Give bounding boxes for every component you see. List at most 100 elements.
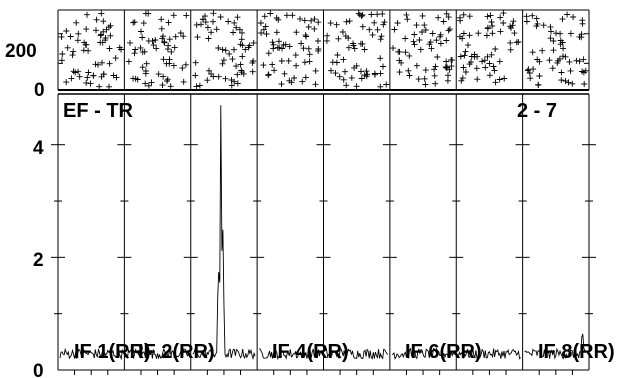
phase-point [285, 57, 292, 64]
baseline-label: EF - TR [63, 100, 134, 122]
phase-point [404, 16, 411, 23]
amp-trace [259, 347, 322, 361]
phase-point [440, 18, 447, 25]
phase-point [239, 29, 245, 36]
phase-point [215, 45, 222, 51]
phase-point [422, 67, 429, 74]
phase-point [100, 18, 107, 25]
phase-point [481, 57, 488, 64]
phase-point [482, 64, 489, 71]
phase-point [192, 72, 199, 79]
phase-point [377, 55, 384, 62]
phase-point [371, 19, 378, 26]
phase-point [84, 74, 91, 81]
phase-point [231, 46, 237, 53]
phase-point [422, 27, 429, 33]
phase-point [145, 10, 152, 17]
phase-point [536, 73, 543, 79]
phase-point [429, 30, 436, 37]
phase-point [139, 34, 146, 41]
phase-point [381, 19, 388, 26]
phase-point [581, 81, 588, 87]
phase-point [234, 80, 241, 87]
phase-point [306, 58, 313, 65]
phase-point [579, 17, 586, 24]
phase-point [228, 82, 235, 89]
phase-point [239, 53, 246, 60]
phase-point [170, 62, 177, 69]
phase-point [569, 80, 576, 87]
phase-point [168, 48, 175, 55]
phase-point [265, 71, 272, 78]
phase-point [118, 46, 125, 53]
phase-point [391, 26, 398, 33]
phase-point [413, 62, 420, 69]
phase-point [525, 66, 532, 73]
phase-point [422, 81, 429, 88]
phase-point [234, 71, 241, 78]
phase-point [406, 72, 413, 79]
phase-point [142, 68, 149, 74]
phase-point [383, 81, 390, 88]
phase-point [238, 36, 245, 43]
phase-point [125, 58, 132, 65]
phase-point [465, 42, 471, 49]
phase-point [510, 18, 517, 25]
phase-point [225, 18, 232, 25]
phase-point [164, 76, 171, 83]
phase-point [535, 82, 542, 88]
phase-point [557, 37, 564, 44]
phase-point [220, 57, 227, 64]
phase-tick-0: 0 [34, 80, 45, 101]
phase-point [257, 20, 264, 26]
amp-tick-2: 2 [33, 250, 44, 271]
phase-point [445, 27, 452, 34]
phase-point [180, 33, 187, 40]
phase-point [539, 47, 546, 54]
phase-point [293, 29, 300, 36]
phase-point [547, 23, 554, 30]
phase-point [131, 19, 138, 26]
phase-point [557, 30, 564, 37]
phase-point [219, 46, 226, 53]
phase-point [250, 39, 257, 46]
phase-point [192, 59, 199, 66]
phase-point [492, 46, 499, 52]
phase-point [226, 50, 233, 57]
phase-point [303, 33, 310, 40]
phase-point [446, 26, 453, 33]
phase-point [489, 30, 496, 37]
phase-point [396, 69, 403, 76]
phase-point [106, 83, 112, 90]
phase-point [250, 58, 257, 64]
phase-point [323, 37, 330, 44]
phase-point [301, 59, 308, 66]
phase-point [206, 67, 212, 74]
phase-point [302, 74, 309, 81]
phase-point [67, 33, 74, 40]
phase-point [270, 41, 277, 48]
phase-point [580, 69, 587, 76]
phase-point [567, 67, 574, 74]
phase-point [204, 77, 211, 84]
phase-point [380, 63, 386, 70]
phase-point [74, 37, 81, 44]
phase-point [497, 14, 504, 21]
phase-point [484, 13, 491, 20]
phase-point [172, 33, 179, 40]
phase-point [90, 72, 97, 79]
phase-point [342, 68, 348, 75]
phase-point [466, 13, 473, 20]
phase-point [231, 78, 238, 85]
phase-point [93, 16, 100, 23]
phase-point [82, 41, 89, 48]
amp-trace [59, 347, 123, 361]
phase-point [107, 22, 114, 29]
phase-point [208, 29, 215, 36]
phase-point [76, 73, 83, 80]
phase-point [549, 65, 556, 72]
phase-point [160, 73, 167, 80]
phase-point [273, 15, 280, 21]
phase-point [204, 24, 211, 31]
phase-point [515, 39, 522, 45]
